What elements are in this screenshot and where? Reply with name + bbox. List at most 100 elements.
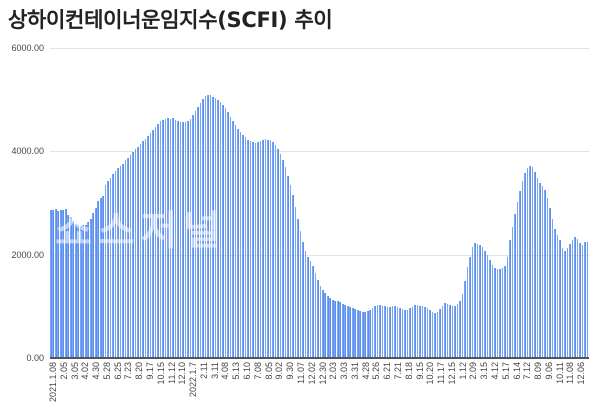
bar	[164, 119, 167, 358]
x-tick-label: 7.08	[253, 362, 263, 407]
bar	[184, 121, 187, 358]
bar	[364, 311, 366, 358]
y-tick-label: 2000.00	[11, 249, 44, 260]
bar	[549, 208, 551, 358]
bar	[576, 239, 579, 358]
bar	[269, 140, 272, 358]
y-tick-label: 0.00	[26, 353, 44, 363]
x-tick-text: 2.09	[468, 362, 479, 380]
bar	[346, 305, 349, 358]
bar	[97, 200, 99, 358]
bar	[139, 143, 142, 358]
bar	[94, 208, 97, 358]
bar	[516, 201, 519, 358]
bar	[554, 228, 556, 358]
bar	[179, 121, 182, 358]
bar	[67, 214, 70, 358]
bar	[489, 259, 491, 358]
x-tick-label: 3.31	[350, 362, 360, 407]
bar	[157, 123, 159, 358]
x-tick-label: 8.05	[264, 362, 274, 407]
x-tick-label: 12.30	[318, 362, 328, 407]
x-tick-text: 7.12	[522, 362, 533, 380]
bar	[312, 266, 314, 358]
x-tick-label: 1.12	[458, 362, 468, 407]
bar	[177, 120, 179, 358]
x-tick-label: 3.05	[70, 362, 80, 407]
x-tick-label: 6.21	[382, 362, 392, 407]
bar	[189, 119, 192, 358]
bar	[411, 306, 414, 358]
bar	[381, 305, 384, 358]
bar	[54, 209, 57, 358]
x-tick-label: 2021.1.08	[48, 362, 58, 407]
x-tick-label: 12.02	[307, 362, 317, 407]
x-tick-text: 6.14	[511, 362, 522, 380]
bar	[479, 245, 481, 358]
bar	[409, 308, 411, 358]
bar	[154, 126, 157, 358]
bar	[82, 225, 85, 358]
bar	[122, 163, 124, 358]
x-tick-text: 10.20	[425, 362, 436, 385]
bar	[57, 210, 60, 358]
bar	[172, 118, 174, 358]
bar	[214, 98, 217, 358]
bar	[114, 170, 117, 358]
x-tick-label: 4.02	[80, 362, 90, 407]
bar	[546, 197, 549, 358]
bar	[376, 305, 379, 358]
x-tick-text: 4.12	[489, 362, 500, 380]
x-tick-text: 8.05	[263, 362, 274, 380]
bar	[451, 306, 454, 358]
bar	[274, 144, 277, 358]
bar	[559, 240, 561, 358]
gridline	[50, 254, 589, 256]
bar	[339, 302, 342, 358]
bar	[476, 244, 479, 358]
bar	[314, 272, 317, 358]
bar	[87, 221, 90, 358]
bar	[581, 245, 584, 358]
bar	[277, 148, 279, 358]
bar	[227, 112, 229, 358]
x-tick-text: 2.11	[198, 362, 209, 379]
bar	[436, 312, 439, 358]
bar	[249, 141, 252, 358]
bar	[501, 268, 504, 358]
bar	[279, 153, 282, 358]
bar	[117, 167, 119, 358]
x-tick-label: 11.07	[296, 362, 306, 407]
bar	[52, 210, 55, 358]
x-tick-text: 9.15	[414, 362, 425, 380]
x-tick-label: 2.11	[199, 362, 209, 407]
bar	[267, 139, 269, 358]
bar	[99, 198, 102, 358]
bar	[474, 243, 476, 358]
bar	[529, 165, 531, 358]
bar	[361, 311, 364, 358]
bar	[481, 246, 484, 358]
x-tick-label: 5.13	[231, 362, 241, 407]
x-tick-label: 3.15	[479, 362, 489, 407]
bar	[504, 265, 506, 358]
bar	[252, 142, 254, 358]
x-tick-text: 8.09	[533, 362, 544, 380]
x-tick-text: 12.10	[177, 362, 188, 385]
x-tick-text: 12.30	[317, 362, 328, 385]
bar	[167, 118, 169, 358]
bar	[429, 309, 431, 358]
bar	[109, 178, 112, 358]
x-tick-text: 3.05	[69, 362, 80, 380]
bar	[334, 300, 337, 358]
bar	[566, 248, 569, 358]
x-tick-label: 2022.1.7	[188, 362, 198, 407]
bar	[464, 280, 466, 358]
bar	[499, 269, 501, 358]
bar	[257, 142, 259, 358]
bar	[62, 210, 65, 358]
x-tick-label: 6.10	[242, 362, 252, 407]
bar	[174, 119, 177, 358]
bar	[519, 191, 521, 358]
bar	[521, 180, 524, 358]
